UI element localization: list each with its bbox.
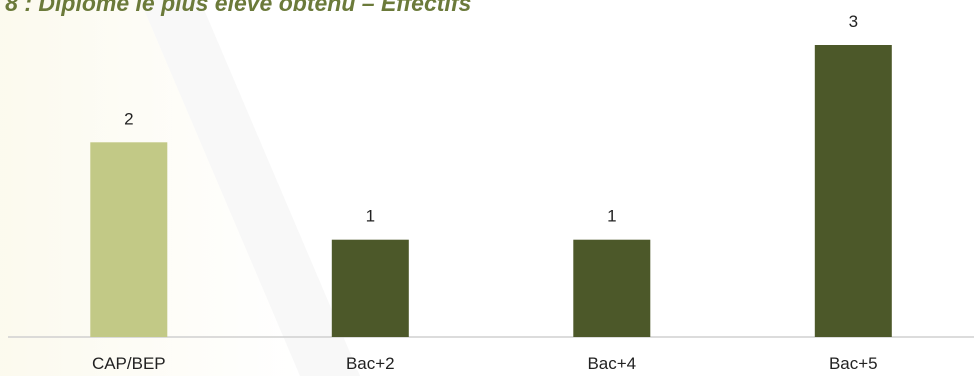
x-tick-label: CAP/BEP (92, 354, 166, 373)
bar-bac-5 (814, 45, 892, 337)
data-label: 1 (366, 207, 375, 226)
bar-bac-4 (573, 239, 651, 337)
bar-cap-bep (90, 142, 168, 337)
x-tick-label: Bac+4 (587, 354, 636, 373)
data-label: 2 (124, 109, 133, 128)
bar-bac-2 (331, 239, 409, 337)
x-tick-label: Bac+5 (829, 354, 878, 373)
x-tick-label: Bac+2 (346, 354, 395, 373)
chart-title: e 8 : Diplôme le plus élevé obtenu – Eff… (0, 0, 472, 16)
data-label: 1 (607, 207, 616, 226)
data-label: 3 (849, 12, 858, 31)
